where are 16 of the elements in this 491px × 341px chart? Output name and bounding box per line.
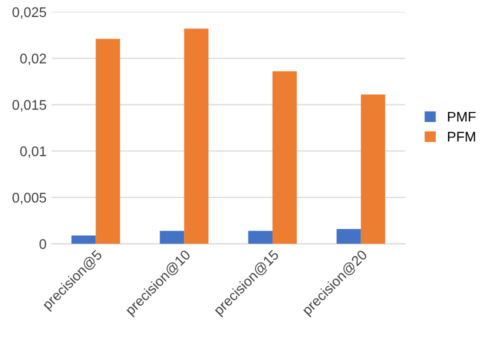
bar bbox=[360, 94, 386, 244]
bar bbox=[184, 28, 208, 244]
bar bbox=[96, 38, 120, 244]
y-tick-label: 0,02 bbox=[20, 54, 46, 66]
bar bbox=[160, 230, 184, 244]
bar bbox=[71, 235, 96, 244]
y-tick-label: 0,025 bbox=[12, 7, 46, 19]
legend-label: PFM bbox=[448, 132, 476, 142]
y-tick-label: 0,005 bbox=[12, 192, 46, 204]
y-tick-label: 0 bbox=[40, 239, 46, 249]
y-tick-label: 0,015 bbox=[12, 100, 46, 112]
y-tick-label: 0,01 bbox=[20, 146, 46, 158]
bar bbox=[248, 230, 273, 244]
bar bbox=[336, 228, 361, 244]
legend-label: PMF bbox=[448, 112, 476, 122]
bar bbox=[272, 71, 297, 244]
